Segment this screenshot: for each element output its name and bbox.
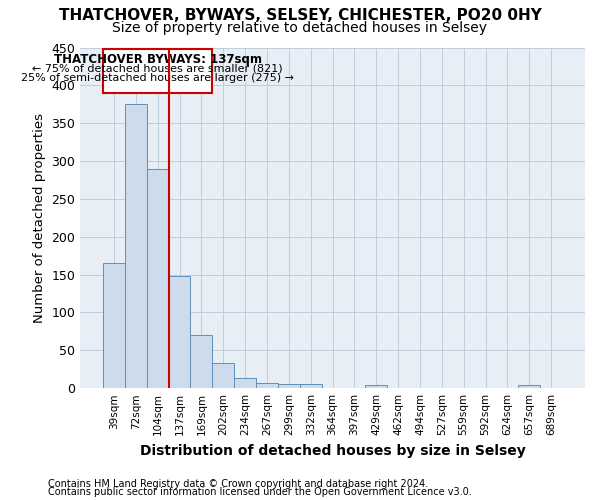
Text: THATCHOVER BYWAYS: 137sqm: THATCHOVER BYWAYS: 137sqm: [53, 53, 262, 66]
Text: 25% of semi-detached houses are larger (275) →: 25% of semi-detached houses are larger (…: [21, 73, 294, 83]
Text: THATCHOVER, BYWAYS, SELSEY, CHICHESTER, PO20 0HY: THATCHOVER, BYWAYS, SELSEY, CHICHESTER, …: [59, 8, 541, 22]
Text: Size of property relative to detached houses in Selsey: Size of property relative to detached ho…: [113, 21, 487, 35]
Text: ← 75% of detached houses are smaller (821): ← 75% of detached houses are smaller (82…: [32, 64, 283, 74]
Bar: [234, 378, 256, 388]
Bar: [169, 276, 190, 388]
Text: Contains HM Land Registry data © Crown copyright and database right 2024.: Contains HM Land Registry data © Crown c…: [48, 479, 428, 489]
Bar: [365, 385, 387, 388]
Bar: [300, 384, 322, 388]
Bar: [518, 385, 540, 388]
Bar: [278, 384, 300, 388]
Bar: [103, 264, 125, 388]
Text: Contains public sector information licensed under the Open Government Licence v3: Contains public sector information licen…: [48, 487, 472, 497]
Bar: [147, 168, 169, 388]
X-axis label: Distribution of detached houses by size in Selsey: Distribution of detached houses by size …: [140, 444, 526, 458]
Bar: [125, 104, 147, 388]
Bar: [212, 363, 234, 388]
Bar: [190, 335, 212, 388]
Y-axis label: Number of detached properties: Number of detached properties: [33, 113, 46, 323]
Bar: [256, 383, 278, 388]
Bar: [103, 49, 212, 93]
